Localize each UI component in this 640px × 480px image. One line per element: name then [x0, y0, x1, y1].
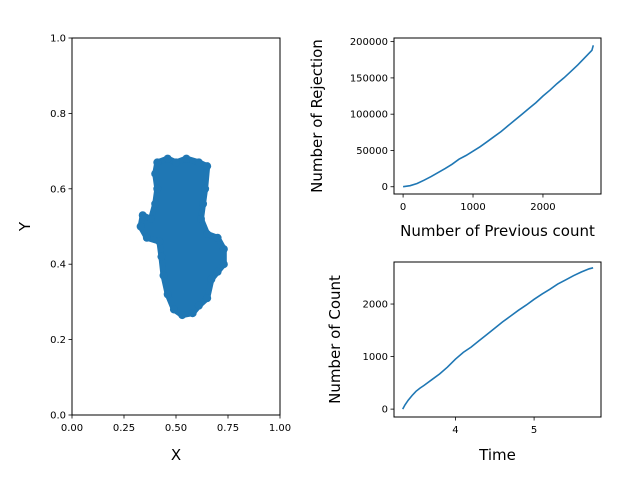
count-panel: Time Number of Count 4 5 0 1000 2000	[326, 261, 602, 464]
scatter-point	[136, 222, 145, 231]
scatter-point	[151, 199, 160, 208]
rejection-plot-area	[402, 45, 595, 188]
y-tick-label: 1000	[363, 352, 388, 363]
y-tick-label: 0	[382, 405, 388, 416]
scatter-point	[219, 245, 228, 254]
scatter-point	[201, 184, 210, 193]
y-tick-label: 1.0	[50, 34, 66, 45]
x-tick-label: 0.25	[113, 423, 135, 434]
scatter-point	[188, 309, 197, 318]
scatter-point	[207, 275, 216, 284]
scatter-point	[203, 230, 212, 239]
scatter-point	[153, 184, 162, 193]
scatter-point	[178, 311, 187, 320]
y-tick-label: 100000	[350, 110, 388, 121]
scatter-point	[159, 271, 168, 280]
scatter-point	[213, 267, 222, 276]
scatter-point	[172, 158, 180, 167]
y-tick-label: 0.2	[50, 335, 66, 346]
x-tick-label: 0.00	[61, 423, 83, 434]
scatter-point	[196, 214, 205, 223]
x-tick-label: 1.00	[269, 423, 291, 434]
count-plot-area	[401, 267, 594, 410]
count-y-axis-label: Number of Count	[326, 275, 344, 404]
count-x-axis-label: Time	[478, 446, 516, 464]
y-tick-label: 0.8	[50, 109, 66, 120]
x-tick-label: 2000	[530, 202, 555, 213]
series-line	[401, 267, 594, 410]
scatter-cluster	[137, 155, 227, 319]
scatter-point	[219, 260, 228, 269]
x-tick-label: 0.75	[217, 423, 239, 434]
scatter-point	[203, 294, 212, 303]
x-tick-label: 0.50	[165, 423, 187, 434]
x-tick-label: 1000	[460, 202, 485, 213]
scatter-point	[163, 154, 172, 163]
scatter-point	[151, 169, 160, 178]
scatter-point	[169, 305, 178, 314]
scatter-point	[138, 211, 147, 220]
x-tick-label: 0	[400, 202, 406, 213]
x-tick-label: 4	[452, 425, 458, 436]
rejection-frame	[393, 37, 602, 195]
scatter-point	[194, 158, 203, 167]
y-tick-label: 0.0	[50, 411, 66, 422]
y-tick-label: 150000	[350, 73, 388, 84]
scatter-point	[157, 252, 166, 261]
scatter-point	[199, 199, 208, 208]
scatter-point	[153, 158, 162, 167]
y-tick-label: 2000	[363, 300, 388, 311]
scatter-point	[142, 233, 151, 242]
scatter-point	[213, 233, 222, 242]
scatter-y-axis-label: Y	[16, 221, 34, 232]
y-tick-label: 200000	[350, 37, 388, 48]
x-tick-label: 5	[531, 425, 537, 436]
y-tick-label: 0.6	[50, 184, 66, 195]
y-tick-label: 50000	[356, 146, 388, 157]
scatter-panel: X Y 0.00 0.25 0.50 0.75 1.00 0.0 0.2 0.4 0.6 0.8 1…	[16, 34, 291, 465]
scatter-point	[182, 154, 191, 163]
scatter-point	[155, 237, 164, 246]
scatter-point	[147, 214, 156, 223]
y-tick-label: 0.4	[50, 260, 66, 271]
scatter-point	[163, 290, 172, 299]
rejection-panel: Number of Previous count Number of Rejec…	[308, 37, 602, 240]
series-line	[402, 45, 595, 188]
scatter-point	[194, 301, 203, 310]
count-frame	[393, 261, 602, 418]
scatter-x-axis-label: X	[171, 446, 181, 464]
rejection-y-axis-label: Number of Rejection	[308, 39, 326, 193]
scatter-plot-area	[136, 154, 228, 320]
scatter-point	[203, 162, 212, 171]
rejection-x-axis-label: Number of Previous count	[400, 222, 595, 240]
y-tick-label: 0	[382, 182, 388, 193]
